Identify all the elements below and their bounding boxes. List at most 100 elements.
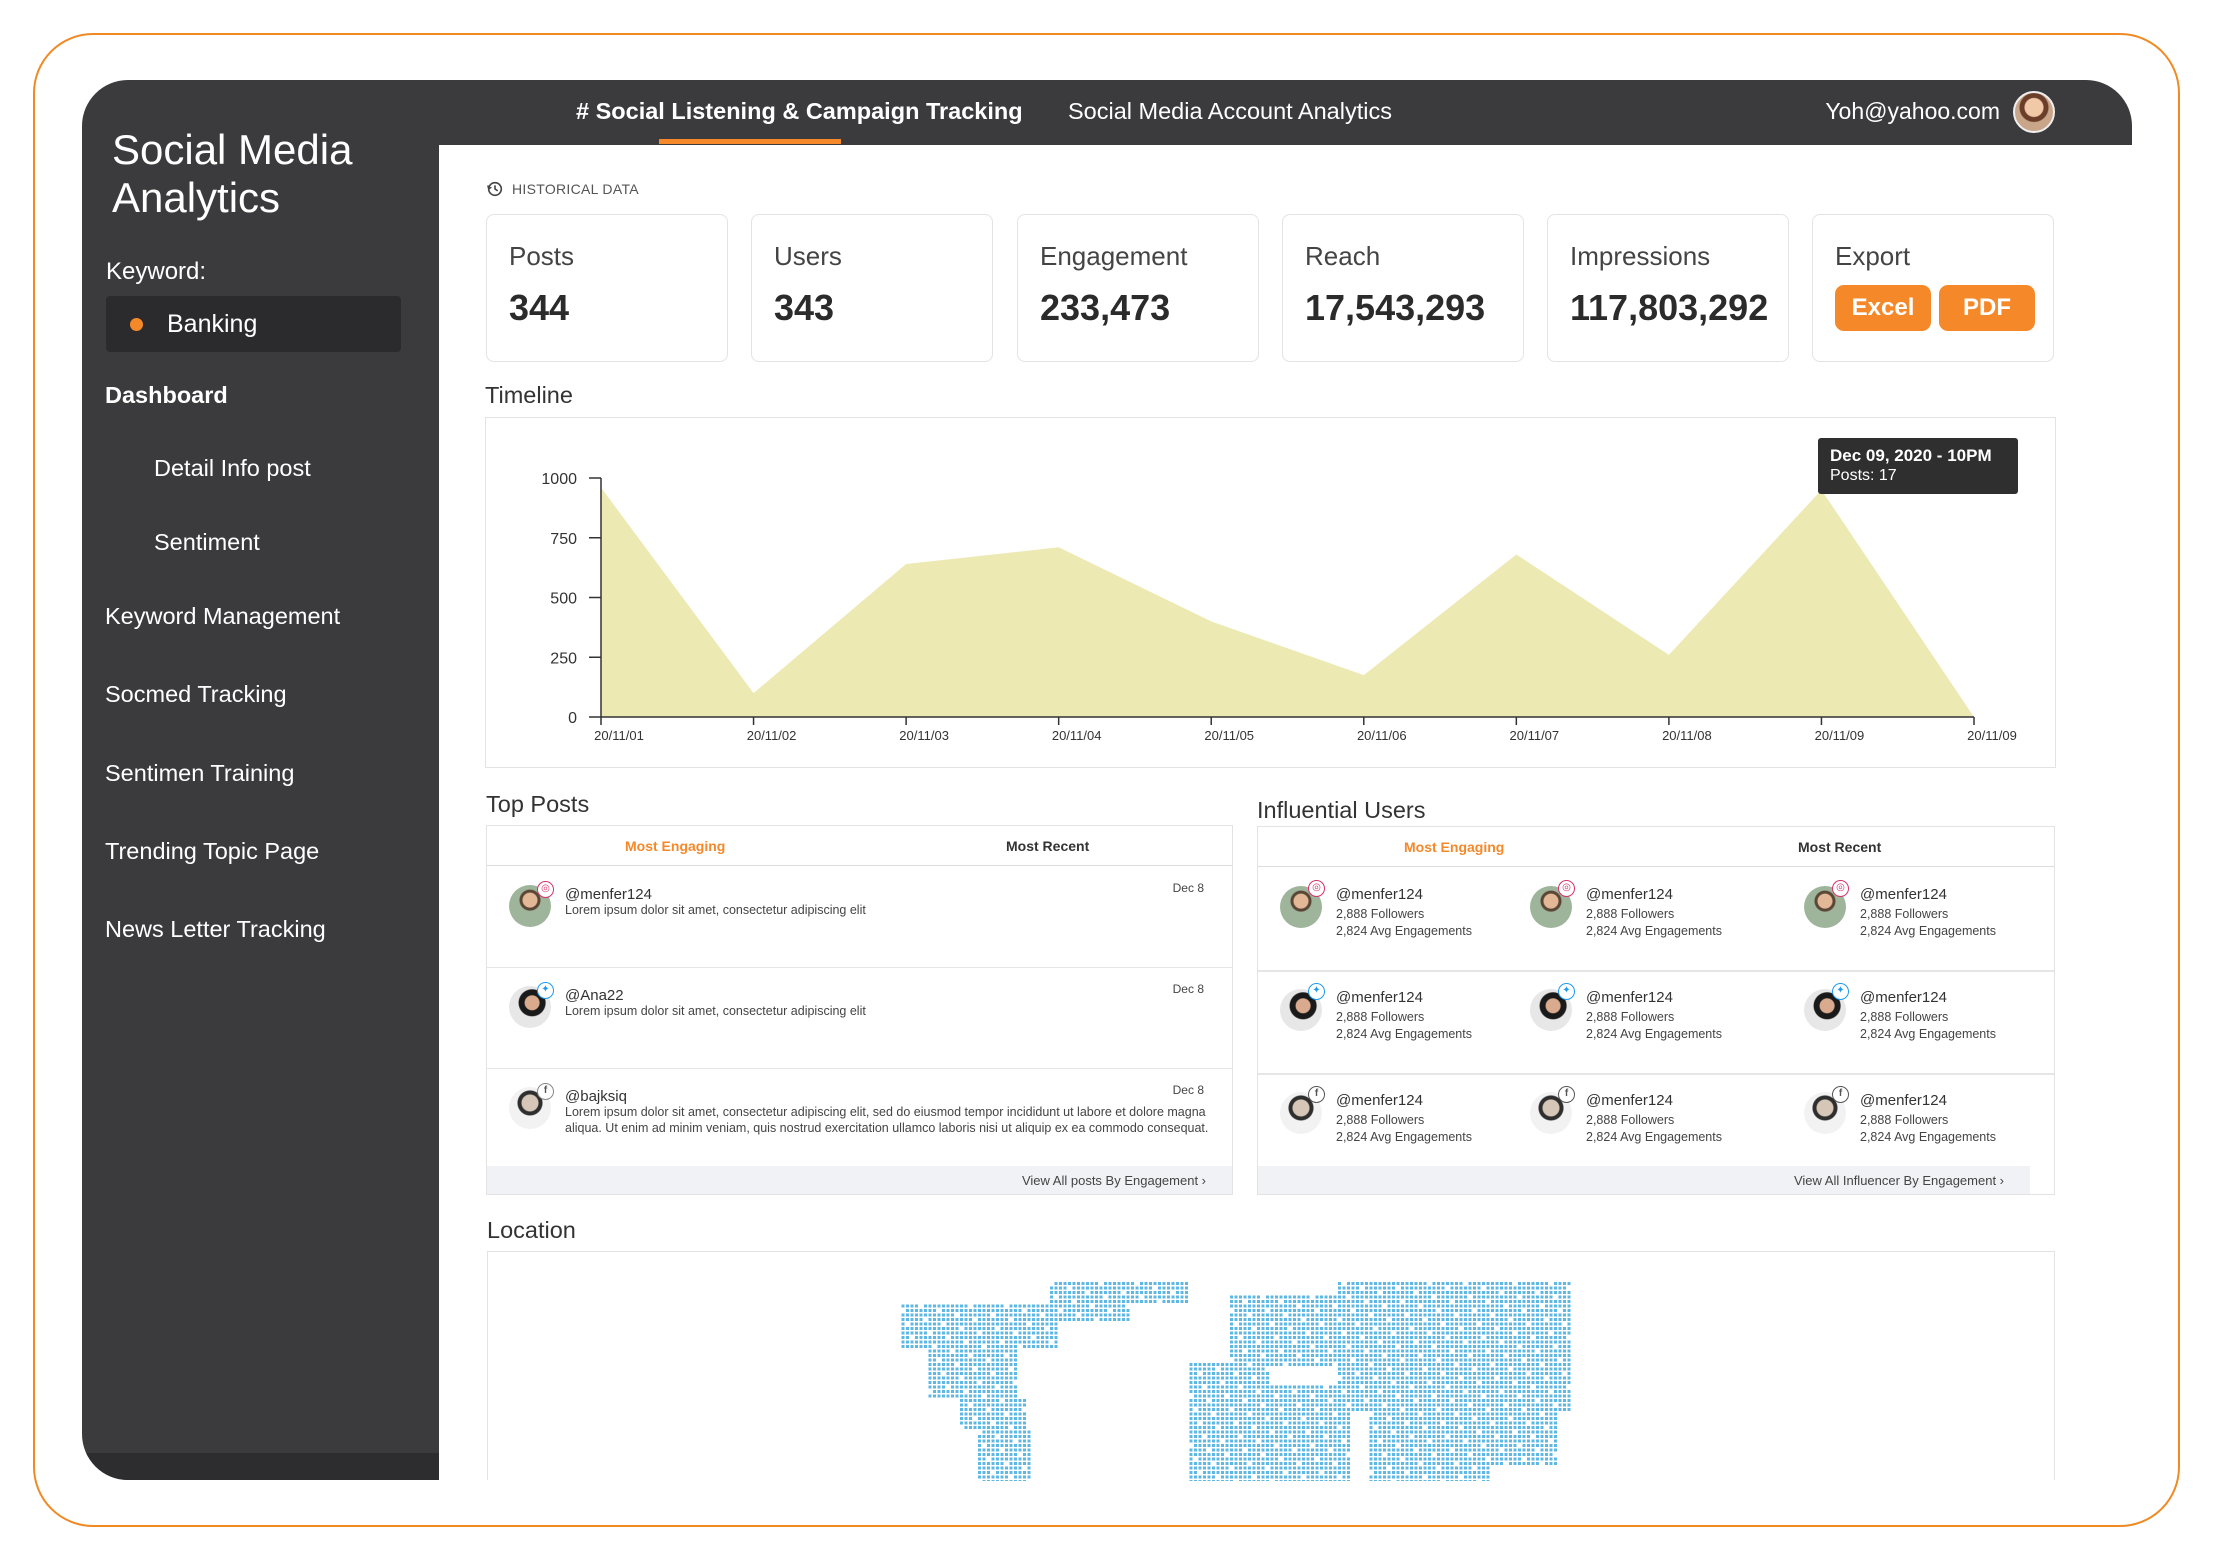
- active-tab-indicator: [659, 139, 841, 144]
- export-pdf-button[interactable]: PDF: [1939, 285, 2035, 331]
- instagram-icon: ◎: [1832, 880, 1849, 897]
- nav-news-letter-tracking[interactable]: News Letter Tracking: [105, 916, 326, 942]
- influencer-followers: 2,888 Followers: [1586, 907, 1675, 921]
- x-tick-label: 20/11/08: [1662, 728, 1712, 743]
- post-text: Lorem ipsum dolor sit amet, consectetur …: [565, 1004, 866, 1018]
- world-map: [901, 1282, 1571, 1481]
- keyword-selector[interactable]: Banking: [106, 296, 401, 352]
- nav-sentimen-training[interactable]: Sentimen Training: [105, 760, 295, 786]
- stat-card-reach: Reach 17,543,293: [1282, 214, 1524, 362]
- row-divider: [1258, 1073, 2054, 1075]
- influencer-username: @menfer124: [1860, 989, 1947, 1006]
- stat-card-users: Users 343: [751, 214, 993, 362]
- tab-account-analytics[interactable]: Social Media Account Analytics: [1068, 98, 1392, 124]
- stat-card-engagement: Engagement 233,473: [1017, 214, 1259, 362]
- influencer-card[interactable]: ◎ @menfer124 2,888 Followers 2,824 Avg Enga…: [1258, 868, 1508, 968]
- influencer-stats: 2,888 Followers 2,824 Avg Engagements: [1860, 906, 1996, 940]
- stat-label: Users: [774, 241, 842, 271]
- export-excel-button[interactable]: Excel: [1835, 285, 1931, 331]
- influencer-card[interactable]: ✦ @menfer124 2,888 Followers 2,824 Avg Enga…: [1782, 971, 2032, 1071]
- stat-value: 117,803,292: [1570, 287, 1769, 328]
- y-tick-label: 750: [550, 531, 577, 548]
- post-text: Lorem ipsum dolor sit amet, consectetur …: [565, 1105, 1209, 1135]
- map-dots: [901, 1282, 1571, 1481]
- stat-label: Impressions: [1570, 241, 1711, 271]
- influencer-followers: 2,888 Followers: [1336, 1113, 1425, 1127]
- influencer-card[interactable]: ◎ @menfer124 2,888 Followers 2,824 Avg Enga…: [1508, 868, 1758, 968]
- nav-detail-info-post[interactable]: Detail Info post: [154, 455, 311, 481]
- tooltip-value: Posts: 17: [1830, 467, 1897, 484]
- instagram-icon: ◎: [1558, 880, 1575, 897]
- tab-most-recent[interactable]: Most Recent: [1798, 839, 1882, 855]
- y-tick-label: 1000: [541, 471, 577, 488]
- influencer-stats: 2,888 Followers 2,824 Avg Engagements: [1860, 1009, 1996, 1043]
- post-username: @menfer124: [565, 886, 652, 903]
- nav-sentiment[interactable]: Sentiment: [154, 529, 260, 555]
- influencer-card[interactable]: f @menfer124 2,888 Followers 2,824 Avg Enga…: [1508, 1074, 1758, 1174]
- x-tick-label: 20/11/03: [899, 728, 949, 743]
- influencer-card[interactable]: f @menfer124 2,888 Followers 2,824 Avg Enga…: [1258, 1074, 1508, 1174]
- post-row[interactable]: f @bajksiq Lorem ipsum dolor sit amet, c…: [487, 1069, 1232, 1170]
- post-row[interactable]: ✦ @Ana22 Lorem ipsum dolor sit amet, con…: [487, 968, 1232, 1069]
- stat-label: Engagement: [1040, 241, 1188, 271]
- tab-most-engaging[interactable]: Most Engaging: [1404, 839, 1505, 855]
- sidebar: Social Media Analytics Keyword: Banking …: [82, 80, 439, 1480]
- influencer-username: @menfer124: [1336, 1092, 1423, 1109]
- historical-data-label[interactable]: HISTORICAL DATA: [486, 180, 639, 198]
- influencer-stats: 2,888 Followers 2,824 Avg Engagements: [1586, 1112, 1722, 1146]
- view-all-influencers-link[interactable]: View All Influencer By Engagement ›: [1793, 1173, 2004, 1188]
- facebook-icon: f: [1308, 1086, 1325, 1103]
- stat-label: Reach: [1305, 241, 1381, 271]
- influencer-card[interactable]: ✦ @menfer124 2,888 Followers 2,824 Avg Enga…: [1508, 971, 1758, 1071]
- top-posts-tabs: Most Engaging Most Recent: [487, 826, 1232, 866]
- post-date: Dec 8: [1172, 881, 1204, 895]
- y-tick-label: 250: [550, 650, 577, 667]
- influential-users-title: Influential Users: [1257, 797, 1426, 823]
- influencer-engagements: 2,824 Avg Engagements: [1860, 924, 1996, 938]
- influencer-username: @menfer124: [1586, 1092, 1673, 1109]
- influencer-followers: 2,888 Followers: [1336, 907, 1425, 921]
- history-icon: [487, 181, 503, 197]
- post-row[interactable]: ◎ @menfer124 Lorem ipsum dolor sit amet,…: [487, 867, 1232, 968]
- user-avatar[interactable]: [2013, 91, 2055, 133]
- influencer-username: @menfer124: [1860, 886, 1947, 903]
- stat-value: 343: [774, 287, 835, 328]
- timeline-tooltip: Dec 09, 2020 - 10PM Posts: 17: [1818, 438, 2018, 494]
- user-email[interactable]: Yoh@yahoo.com: [1825, 98, 2000, 124]
- influential-users-footer: View All Influencer By Engagement ›: [1258, 1166, 2030, 1194]
- top-posts-panel: Most Engaging Most Recent ◎ @menfer124 L…: [486, 825, 1233, 1195]
- nav-keyword-management[interactable]: Keyword Management: [105, 603, 341, 629]
- timeline-area[interactable]: [601, 487, 1974, 717]
- tooltip-title: Dec 09, 2020 - 10PM: [1830, 446, 1992, 465]
- influencer-username: @menfer124: [1586, 886, 1673, 903]
- x-tick-label: 20/11/02: [747, 728, 797, 743]
- twitter-icon: ✦: [1308, 983, 1325, 1000]
- tab-social-listening[interactable]: # Social Listening & Campaign Tracking: [576, 98, 1023, 124]
- tab-most-recent[interactable]: Most Recent: [1006, 838, 1090, 854]
- x-tick-label: 20/11/07: [1510, 728, 1560, 743]
- keyword-label: Keyword:: [106, 258, 207, 285]
- timeline-title: Timeline: [485, 382, 573, 408]
- influential-users-tabs: Most Engaging Most Recent: [1258, 827, 2054, 867]
- stat-card-impressions: Impressions 117,803,292: [1547, 214, 1789, 362]
- influencer-card[interactable]: f @menfer124 2,888 Followers 2,824 Avg Enga…: [1782, 1074, 2032, 1174]
- post-date: Dec 8: [1172, 982, 1204, 996]
- app-title-line1: Social Media: [112, 126, 353, 173]
- influencer-card[interactable]: ✦ @menfer124 2,888 Followers 2,824 Avg Enga…: [1258, 971, 1508, 1071]
- influencer-card[interactable]: ◎ @menfer124 2,888 Followers 2,824 Avg Enga…: [1782, 868, 2032, 968]
- influencer-stats: 2,888 Followers 2,824 Avg Engagements: [1336, 906, 1472, 940]
- facebook-icon: f: [537, 1083, 554, 1100]
- influencer-engagements: 2,824 Avg Engagements: [1336, 1027, 1472, 1041]
- nav-trending-topic-page[interactable]: Trending Topic Page: [105, 838, 320, 864]
- x-tick-label: 20/11/06: [1357, 728, 1407, 743]
- topbar: # Social Listening & Campaign Tracking S…: [439, 80, 2132, 145]
- post-text: Lorem ipsum dolor sit amet, consectetur …: [565, 903, 866, 917]
- stat-label: Posts: [509, 241, 575, 271]
- twitter-icon: ✦: [537, 982, 554, 999]
- tab-most-engaging[interactable]: Most Engaging: [625, 838, 726, 854]
- nav-socmed-tracking[interactable]: Socmed Tracking: [105, 681, 287, 707]
- view-all-posts-link[interactable]: View All posts By Engagement ›: [1021, 1173, 1206, 1188]
- influencer-followers: 2,888 Followers: [1860, 1113, 1949, 1127]
- influential-users-panel: Most Engaging Most Recent ◎ @menfer124 2,8…: [1257, 826, 2055, 1195]
- nav-dashboard[interactable]: Dashboard: [105, 382, 228, 408]
